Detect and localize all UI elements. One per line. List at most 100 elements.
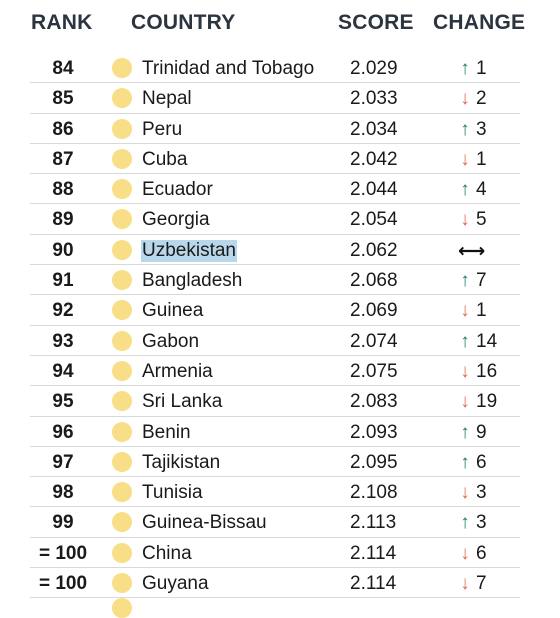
country-cell[interactable]: Armenia bbox=[142, 360, 213, 382]
country-cell[interactable]: Nepal bbox=[142, 88, 192, 110]
score-cell: 2.114 bbox=[350, 542, 397, 564]
change-value: 7 bbox=[476, 573, 487, 595]
score-dot-icon bbox=[112, 360, 132, 381]
rank-column-header[interactable]: RANK bbox=[31, 11, 93, 34]
table-row[interactable]: = 100 China 2.114 ↓ 6 bbox=[0, 538, 560, 569]
arrow-down-icon: ↓ bbox=[460, 300, 470, 322]
score-cell: 2.068 bbox=[350, 270, 398, 292]
score-cell: 2.044 bbox=[350, 179, 398, 201]
score-dot-icon bbox=[112, 179, 132, 200]
score-dot-icon bbox=[112, 542, 132, 563]
change-value: 14 bbox=[476, 330, 498, 352]
arrow-down-icon: ↓ bbox=[460, 360, 470, 382]
score-cell: 2.075 bbox=[350, 360, 398, 382]
score-dot-icon bbox=[112, 421, 132, 442]
arrow-down-icon: ↓ bbox=[460, 209, 470, 231]
rank-cell: 95 bbox=[52, 391, 74, 413]
arrow-up-icon: ↑ bbox=[460, 58, 470, 79]
score-dot-icon bbox=[112, 391, 132, 412]
rank-cell: 96 bbox=[52, 421, 74, 443]
table-row[interactable]: 91 Bangladesh 2.068 ↑ 7 bbox=[0, 265, 560, 296]
score-column-header[interactable]: SCORE bbox=[338, 11, 414, 34]
rank-cell: 89 bbox=[52, 209, 74, 231]
change-value: 1 bbox=[476, 58, 487, 79]
rank-cell: 85 bbox=[52, 88, 74, 110]
rank-cell: 90 bbox=[52, 239, 74, 261]
table-row[interactable]: 90 Uzbekistan 2.062 ⟷ bbox=[0, 235, 560, 266]
score-cell: 2.083 bbox=[350, 391, 398, 413]
country-cell[interactable]: Tajikistan bbox=[142, 451, 221, 473]
change-cell: ↑ 9 bbox=[458, 421, 486, 444]
arrow-up-icon: ↑ bbox=[460, 118, 470, 140]
country-cell[interactable]: Guinea-Bissau bbox=[142, 512, 267, 534]
score-cell: 2.108 bbox=[350, 482, 398, 504]
change-cell: ↑ 1 bbox=[458, 58, 487, 80]
arrow-up-icon: ↑ bbox=[460, 451, 470, 473]
country-cell[interactable]: Tunisia bbox=[142, 482, 203, 504]
arrow-left-right-icon: ⟷ bbox=[458, 240, 486, 262]
table-row[interactable]: 87 Cuba 2.042 ↓ 1 bbox=[0, 144, 560, 175]
change-cell: ↑ 14 bbox=[458, 331, 497, 353]
score-cell: 2.095 bbox=[350, 451, 398, 473]
arrow-down-icon: ↓ bbox=[460, 542, 470, 564]
table-row[interactable]: 94 Armenia 2.075 ↓ 16 bbox=[0, 356, 560, 387]
country-cell[interactable]: Sri Lanka bbox=[142, 391, 223, 413]
change-cell: ↓ 16 bbox=[458, 361, 497, 383]
country-cell[interactable]: Ecuador bbox=[142, 179, 213, 201]
table-row[interactable]: 85 Nepal 2.033 ↓ 2 bbox=[0, 83, 560, 114]
score-cell: 2.062 bbox=[350, 239, 398, 261]
country-cell[interactable]: Guinea bbox=[142, 300, 204, 322]
arrow-up-icon: ↑ bbox=[460, 270, 470, 292]
country-cell[interactable]: Georgia bbox=[142, 209, 210, 231]
table-row[interactable]: 99 Guinea-Bissau 2.113 ↑ 3 bbox=[0, 507, 560, 539]
country-cell[interactable]: Uzbekistan bbox=[141, 239, 237, 262]
score-dot-icon bbox=[112, 239, 132, 260]
score-dot-icon bbox=[112, 482, 132, 503]
change-value: 3 bbox=[476, 482, 487, 504]
table-row[interactable]: 95 Sri Lanka 2.083 ↓ 19 bbox=[0, 386, 560, 417]
country-cell[interactable]: Trinidad and Tobago bbox=[142, 58, 315, 79]
arrow-up-icon: ↑ bbox=[460, 330, 470, 352]
country-cell[interactable]: Bangladesh bbox=[142, 270, 243, 292]
country-column-header[interactable]: COUNTRY bbox=[131, 11, 236, 34]
table-row[interactable]: 92 Guinea 2.069 ↓ 1 bbox=[0, 295, 560, 326]
change-value: 16 bbox=[476, 360, 498, 382]
table-row[interactable]: 93 Gabon 2.074 ↑ 14 bbox=[0, 326, 560, 357]
score-dot-icon bbox=[112, 573, 132, 594]
arrow-up-icon: ↑ bbox=[460, 512, 470, 534]
score-cell: 2.042 bbox=[350, 148, 398, 170]
table-row[interactable]: 97 Tajikistan 2.095 ↑ 6 bbox=[0, 447, 560, 478]
table-row[interactable]: 88 Ecuador 2.044 ↑ 4 bbox=[0, 174, 560, 205]
table-row[interactable]: 89 Georgia 2.054 ↓ 5 bbox=[0, 204, 560, 236]
arrow-down-icon: ↓ bbox=[460, 88, 470, 110]
arrow-up-icon: ↑ bbox=[460, 421, 470, 443]
change-cell: ↓ 1 bbox=[458, 300, 486, 322]
change-value: 3 bbox=[476, 512, 487, 534]
country-cell[interactable]: Peru bbox=[142, 118, 183, 140]
change-value: 6 bbox=[476, 451, 487, 473]
table-row[interactable]: 86 Peru 2.034 ↑ 3 bbox=[0, 114, 560, 145]
change-column-header[interactable]: CHANGE bbox=[433, 11, 526, 34]
table-row[interactable]: 98 Tunisia 2.108 ↓ 3 bbox=[0, 477, 560, 508]
score-dot-icon bbox=[112, 148, 132, 169]
change-value: 4 bbox=[476, 179, 487, 201]
change-cell: ↑ 6 bbox=[458, 451, 487, 474]
score-dot-icon bbox=[112, 451, 132, 472]
table-row[interactable]: 96 Benin 2.093 ↑ 9 bbox=[0, 417, 560, 448]
score-dot-icon bbox=[112, 88, 132, 109]
change-cell: ↓ 6 bbox=[458, 542, 486, 565]
country-cell[interactable]: China bbox=[142, 542, 192, 564]
country-cell[interactable]: Gabon bbox=[142, 330, 200, 352]
change-cell: ↑ 3 bbox=[458, 512, 487, 534]
table-row[interactable]: = 100 Guyana 2.114 ↓ 7 bbox=[0, 568, 560, 599]
country-cell[interactable]: Guyana bbox=[142, 573, 209, 595]
country-cell[interactable]: Benin bbox=[142, 421, 191, 443]
change-value: 5 bbox=[476, 209, 487, 231]
country-cell[interactable]: Cuba bbox=[142, 148, 188, 170]
score-cell: 2.069 bbox=[350, 300, 398, 322]
arrow-down-icon: ↓ bbox=[460, 482, 470, 504]
score-cell: 2.113 bbox=[350, 512, 397, 534]
score-dot-icon bbox=[112, 118, 132, 139]
table-row[interactable]: 84 Trinidad and Tobago 2.029 ↑ 1 bbox=[0, 53, 560, 84]
change-cell: ↓ 5 bbox=[458, 209, 487, 231]
